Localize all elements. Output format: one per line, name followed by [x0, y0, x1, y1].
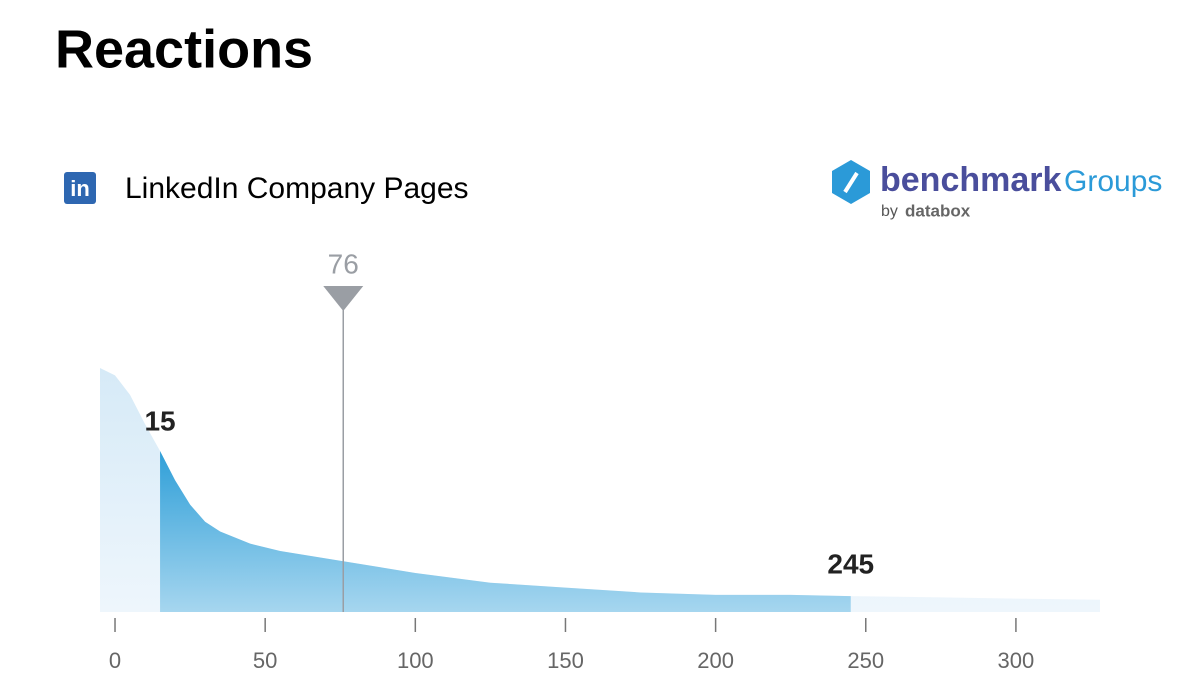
marker-pointer — [323, 286, 364, 311]
range-high-label: 245 — [827, 549, 874, 580]
x-tick-label: 100 — [397, 648, 434, 673]
x-tick-label: 250 — [847, 648, 884, 673]
range-low-label: 15 — [144, 405, 175, 436]
linkedin-icon — [64, 172, 96, 204]
logo-icon-mark — [843, 171, 859, 194]
logo-product: Groups — [1064, 165, 1162, 198]
x-tick-label: 150 — [547, 648, 584, 673]
range-area — [160, 450, 851, 612]
x-tick-label: 50 — [253, 648, 277, 673]
x-tick-label: 200 — [697, 648, 734, 673]
logo-by: by — [881, 203, 898, 220]
linkedin-icon-text: in — [70, 176, 90, 201]
chart-subtitle: LinkedIn Company Pages — [125, 172, 469, 205]
x-tick-label: 0 — [109, 648, 121, 673]
marker-label: 76 — [328, 248, 359, 279]
logo-company: databox — [905, 201, 971, 220]
chart-title: Reactions — [55, 19, 313, 79]
logo-brand: benchmark — [880, 161, 1061, 199]
x-tick-label: 300 — [998, 648, 1035, 673]
